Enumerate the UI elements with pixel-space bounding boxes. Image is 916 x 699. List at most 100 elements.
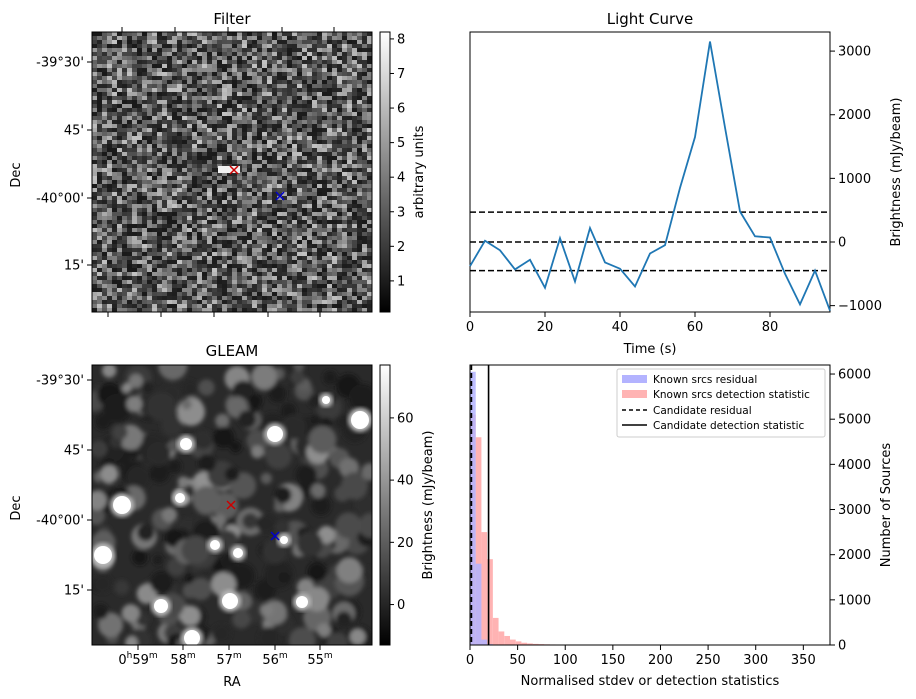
y-tick-label: −1000 (838, 299, 882, 314)
filter-colorbar-label: arbitrary units (412, 125, 427, 218)
filter-image (92, 32, 373, 313)
lightcurve-title: Light Curve (607, 10, 693, 28)
histogram-bars (470, 371, 830, 645)
filter-frame (91, 31, 373, 313)
y-tick-label: 15' (64, 259, 84, 274)
legend-label-detection: Known srcs detection statistic (653, 389, 810, 401)
y-tick-label: 6000 (838, 368, 871, 383)
colorbar-tick-label: 1 (397, 274, 405, 289)
gleam-frame (91, 364, 373, 646)
x-tick-label: 56m (262, 651, 287, 668)
y-tick-label: -39°30' (36, 56, 84, 71)
histogram-frame (469, 364, 831, 646)
lightcurve-ylabel: Brightness (mJy/beam) (889, 98, 904, 247)
detection-bar (481, 532, 488, 645)
y-tick-label: 4000 (838, 458, 871, 473)
colorbar-tick-label: 0 (397, 598, 405, 613)
x-tick-label: 0 (466, 320, 474, 335)
detection-bar (475, 437, 482, 645)
gleam-y-ticks: -39°30' 45' -40°00' 15' (36, 374, 92, 599)
colorbar-tick-label: 40 (397, 474, 414, 489)
x-tick-label: 55m (307, 651, 332, 668)
lightcurve-x-ticks: 0 20 40 60 80 (466, 312, 778, 335)
x-tick-label: 200 (648, 653, 673, 668)
colorbar-tick-label: 8 (397, 32, 405, 47)
gleam-xlabel: RA (223, 675, 241, 690)
colorbar-tick-label: 2 (397, 240, 405, 255)
histogram-ylabel: Number of Sources (879, 443, 894, 568)
histogram-xlabel: Normalised stdev or detection statistics (521, 674, 780, 689)
detection-bar (521, 642, 528, 645)
gleam-colorbar-ticks: 0 20 40 60 (390, 411, 414, 613)
detection-bar (492, 617, 499, 645)
detection-bar (510, 639, 516, 645)
x-tick-label: 350 (791, 653, 816, 668)
gleam-title: GLEAM (206, 342, 259, 360)
colorbar-tick-label: 6 (397, 102, 405, 117)
x-tick-label: 300 (743, 653, 768, 668)
legend-box (616, 368, 826, 438)
filter-colorbar (379, 31, 391, 313)
y-tick-label: 1000 (838, 593, 871, 608)
filter-panel: Filter -39°30' 45' -40°00' 15' Dec 1 2 3 4 5 6 7 8… (9, 10, 427, 317)
y-tick-label: -40°00' (36, 514, 84, 529)
y-tick-label: 2000 (838, 108, 871, 123)
colorbar-tick-label: 3 (397, 205, 405, 220)
y-tick-label: 45' (64, 444, 84, 459)
detection-bar (532, 643, 539, 645)
filter-ylabel: Dec (9, 162, 24, 187)
y-tick-label: 2000 (838, 548, 871, 563)
y-tick-label: -40°00' (36, 192, 84, 207)
lightcurve-frame (469, 31, 831, 313)
colorbar-tick-label: 7 (397, 67, 405, 82)
lightcurve-y-ticks: −1000 0 1000 2000 3000 (830, 45, 882, 314)
filter-colorbar-ticks: 1 2 3 4 5 6 7 8 (390, 32, 405, 289)
legend-swatch-detection (622, 390, 647, 398)
gleam-panel: GLEAM -39°30' 45' -40°00' 15' 0h59m 58m 57m 56… (9, 342, 436, 690)
detection-bar (515, 641, 522, 645)
histogram-x-ticks: 0 50 100 150 200 250 300 350 (466, 645, 816, 668)
candidate-marker (226, 500, 236, 510)
gleam-colorbar (379, 364, 391, 646)
y-tick-label: 3000 (838, 503, 871, 518)
histogram-candidate-lines (470, 365, 490, 645)
lightcurve-series (469, 41, 831, 312)
y-tick-label: 45' (64, 124, 84, 139)
y-tick-label: 15' (64, 584, 84, 599)
colorbar-tick-label: 20 (397, 536, 414, 551)
gleam-x-ticks: 0h59m 58m 57m 56m 55m (118, 645, 333, 668)
residual-bar (470, 371, 476, 645)
gleam-markers (226, 500, 280, 541)
gleam-ylabel: Dec (9, 495, 24, 520)
x-tick-label: 250 (696, 653, 721, 668)
legend-swatch-residual (622, 375, 647, 383)
histogram-panel: 0 50 100 150 200 250 300 350 0 1000 2000 3000 4000 5… (466, 364, 894, 689)
y-tick-label: 5000 (838, 413, 871, 428)
colorbar-tick-label: 4 (397, 171, 405, 186)
legend-label-candidate-detection: Candidate detection statistic (653, 420, 805, 432)
legend-label-candidate-residual: Candidate residual (653, 405, 752, 417)
reference-marker (270, 531, 280, 541)
filter-markers (229, 165, 285, 201)
reference-marker (275, 191, 285, 201)
residual-bar (475, 563, 482, 645)
x-tick-label: 60 (687, 320, 704, 335)
lightcurve-xlabel: Time (s) (623, 342, 677, 357)
histogram-y-ticks: 0 1000 2000 3000 4000 5000 6000 (830, 368, 871, 654)
y-tick-label: 3000 (838, 45, 871, 60)
x-tick-label: 57m (216, 651, 241, 668)
y-tick-label: -39°30' (36, 374, 84, 389)
x-tick-label: 58m (170, 651, 195, 668)
detection-bar (504, 635, 510, 645)
lightcurve-panel: Light Curve 0 20 40 60 80 −1000 0 1000 2000 3000… (466, 10, 904, 357)
colorbar-tick-label: 5 (397, 136, 405, 151)
filter-title: Filter (213, 10, 251, 28)
residual-bar (481, 639, 488, 645)
histogram-legend: Known srcs residual Known srcs detection… (616, 368, 826, 438)
detection-bar (527, 643, 533, 645)
x-tick-label: 40 (612, 320, 629, 335)
x-tick-label: 150 (600, 653, 625, 668)
x-tick-label: 50 (509, 653, 526, 668)
x-tick-label: 80 (762, 320, 779, 335)
